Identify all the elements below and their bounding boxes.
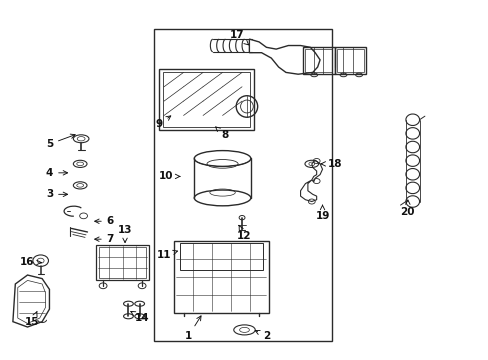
Text: 3: 3: [46, 189, 67, 199]
Text: 14: 14: [130, 311, 149, 323]
Text: 4: 4: [46, 168, 67, 178]
Bar: [96, 244, 149, 280]
Bar: [305, 49, 331, 72]
Text: 16: 16: [20, 257, 41, 267]
Text: 19: 19: [315, 205, 329, 221]
Text: 10: 10: [159, 171, 180, 181]
Bar: [334, 47, 366, 74]
Text: 5: 5: [46, 134, 75, 149]
Text: 17: 17: [229, 30, 248, 45]
Bar: [163, 72, 250, 127]
Bar: [159, 69, 254, 130]
Text: 7: 7: [95, 234, 114, 244]
Text: 1: 1: [184, 316, 201, 341]
Bar: [173, 241, 268, 313]
Text: 6: 6: [95, 216, 114, 226]
Text: 15: 15: [25, 311, 40, 327]
Bar: [336, 49, 363, 72]
Text: 12: 12: [237, 225, 251, 240]
Bar: [154, 30, 331, 341]
Text: 2: 2: [255, 330, 269, 341]
Text: 20: 20: [400, 200, 414, 217]
Bar: [179, 243, 263, 270]
Text: 13: 13: [118, 225, 132, 243]
Text: 11: 11: [157, 250, 177, 260]
Text: 9: 9: [155, 116, 170, 129]
Text: 8: 8: [215, 127, 228, 140]
Text: 18: 18: [321, 159, 341, 169]
Bar: [303, 47, 334, 74]
Bar: [99, 247, 146, 278]
